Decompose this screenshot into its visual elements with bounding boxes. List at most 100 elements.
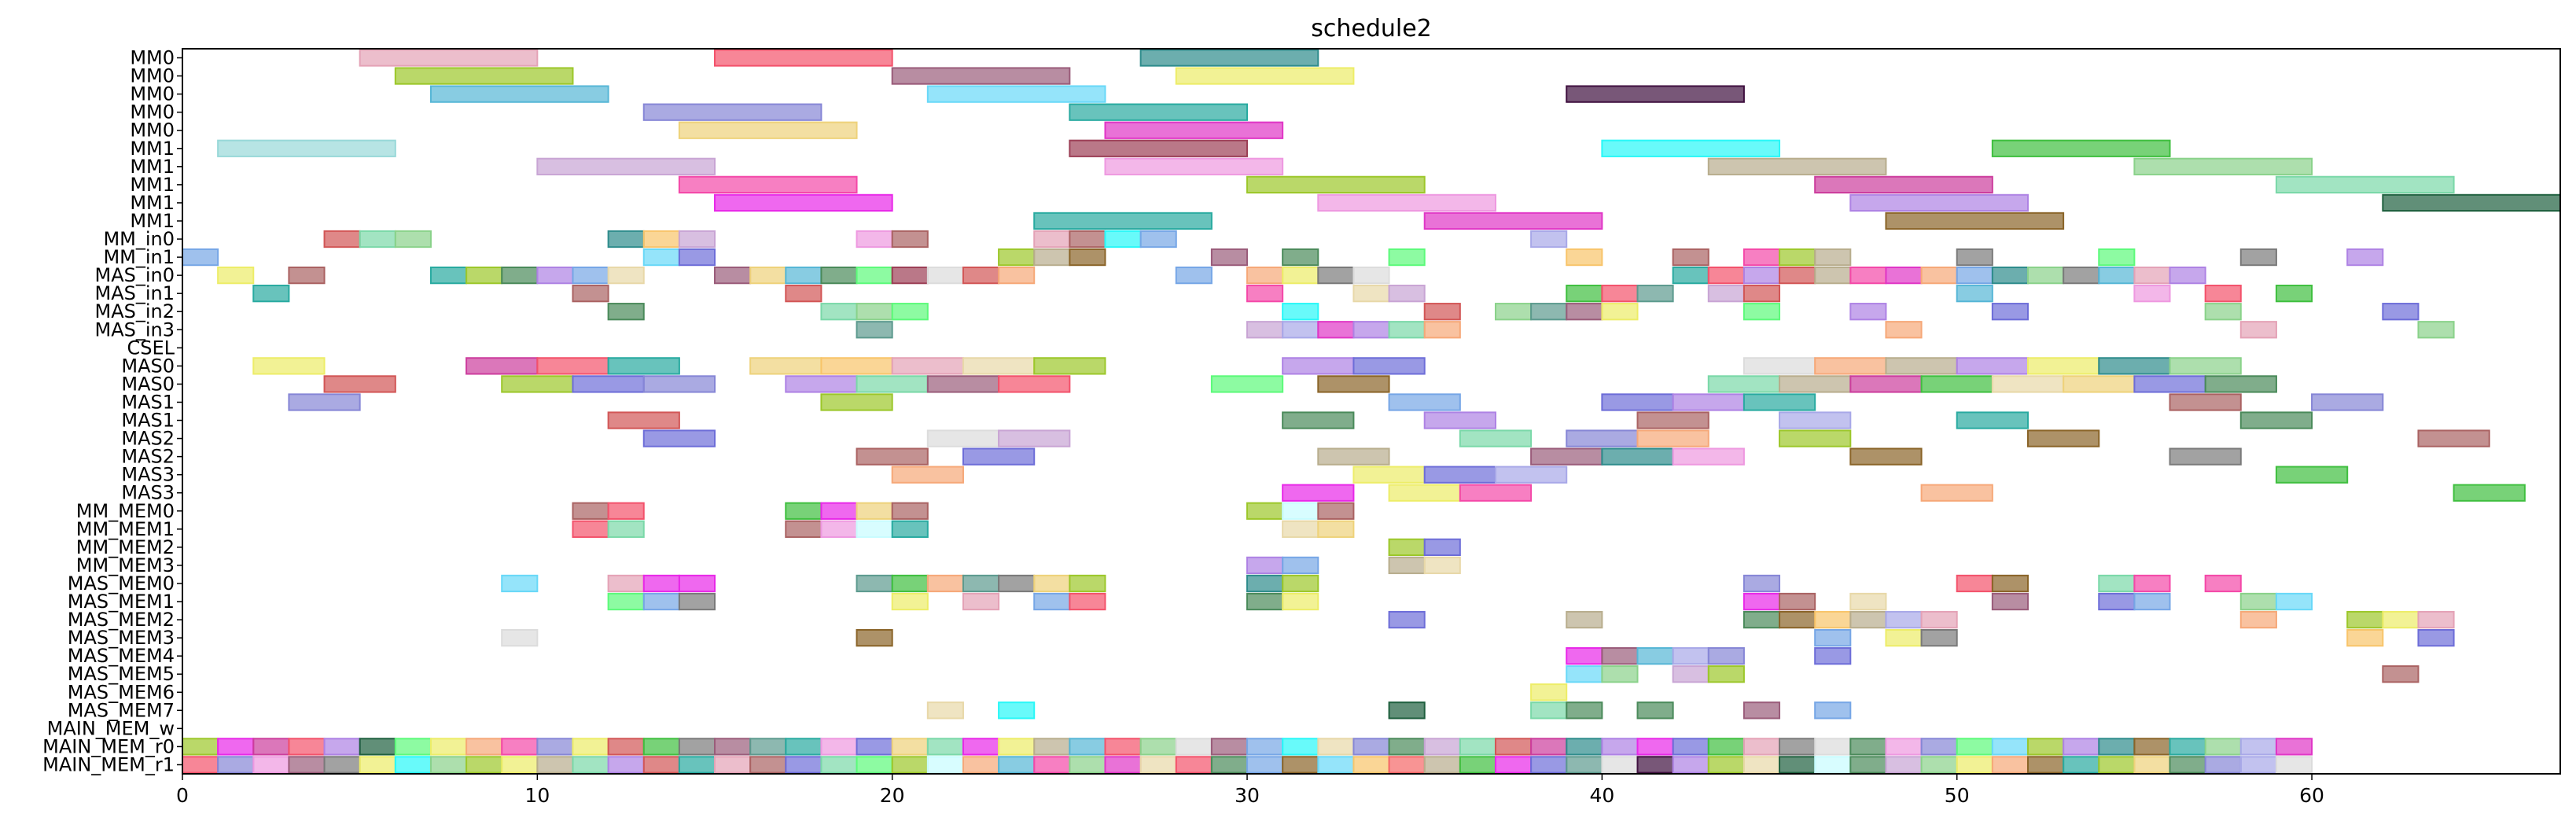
task-bar [429, 266, 468, 285]
task-bar [1707, 157, 1887, 175]
x-tick-label: 0 [176, 784, 189, 807]
task-bar [394, 756, 432, 774]
task-bar [785, 375, 858, 393]
task-bar [1210, 738, 1249, 756]
task-bar [820, 266, 858, 285]
task-bar [1566, 701, 1603, 720]
task-bar [2063, 756, 2100, 774]
task-bar [2346, 248, 2384, 267]
task-bar [1530, 683, 1568, 701]
task-bar [1636, 411, 1709, 429]
task-bar [2169, 738, 2206, 756]
task-bar [998, 266, 1036, 285]
task-bar [1920, 610, 1958, 629]
task-bar [1707, 738, 1745, 756]
task-bar [1566, 647, 1603, 665]
task-bar [642, 375, 716, 393]
task-bar [2417, 321, 2455, 339]
task-bar [394, 67, 574, 85]
task-bar [1317, 520, 1355, 538]
task-bar [1636, 738, 1674, 756]
task-bar [607, 502, 645, 520]
task-bar [1779, 411, 1852, 429]
task-bar [1566, 303, 1603, 321]
task-bar [1530, 230, 1568, 248]
task-bar [1601, 756, 1639, 774]
task-bar [785, 502, 822, 520]
task-bar [1742, 357, 1816, 375]
task-bar [1352, 466, 1426, 484]
task-bar [1282, 738, 1319, 756]
task-bar [1033, 212, 1213, 230]
task-bar [891, 67, 1071, 85]
task-bar [1672, 665, 1709, 683]
task-bar [856, 520, 893, 538]
task-bar [1672, 393, 1745, 411]
task-bar [2063, 738, 2100, 756]
task-bar [1139, 756, 1177, 774]
task-bar [359, 738, 396, 756]
task-bar [2382, 610, 2420, 629]
task-bar [2346, 610, 2384, 629]
task-bar [891, 357, 964, 375]
task-bar [2239, 610, 2277, 629]
task-bar [1423, 321, 1461, 339]
task-bar [1956, 357, 2029, 375]
x-tick-label: 10 [524, 784, 550, 807]
task-bar [1742, 574, 1781, 593]
task-bar [891, 574, 929, 593]
task-bar [252, 756, 290, 774]
task-bar [2204, 303, 2242, 321]
task-bar [1566, 248, 1603, 267]
task-bar [252, 285, 290, 303]
task-bar [1991, 592, 2029, 611]
task-bar [1566, 665, 1603, 683]
task-bar [1033, 574, 1071, 593]
task-bar [2169, 447, 2242, 466]
task-bar [1388, 248, 1426, 267]
task-bar [1672, 738, 1709, 756]
task-bar [1282, 556, 1319, 575]
task-bar [2239, 411, 2313, 429]
task-bar [642, 756, 680, 774]
task-bar [1566, 738, 1603, 756]
task-bar [856, 321, 893, 339]
y-tick-label: MAS3 [121, 464, 175, 486]
task-bar [891, 466, 964, 484]
task-bar [1956, 574, 1993, 593]
task-bar [1317, 266, 1355, 285]
task-bar [252, 738, 290, 756]
task-bar [288, 738, 326, 756]
task-bar [1707, 266, 1745, 285]
task-bar [926, 574, 964, 593]
task-bar [1282, 303, 1319, 321]
task-bar [1282, 520, 1319, 538]
task-bar [749, 357, 822, 375]
y-tick-label: MAS_in1 [94, 282, 175, 304]
y-tick-label: MAIN_MEM_w [47, 717, 175, 739]
task-bar [2133, 375, 2206, 393]
task-bar [1566, 429, 1639, 447]
y-tick-label: MAS_MEM1 [68, 591, 175, 613]
task-bar [1530, 303, 1568, 321]
task-bar [2346, 628, 2384, 647]
y-tick-label: MM0 [130, 47, 175, 69]
task-bar [1423, 756, 1461, 774]
y-tick-label: MAS1 [121, 410, 175, 432]
task-bar [1814, 701, 1852, 720]
task-bar [1885, 738, 1923, 756]
task-bar [1246, 321, 1284, 339]
task-bar [1246, 556, 1284, 575]
task-bar [1033, 248, 1071, 267]
y-tick-label: MM1 [130, 192, 175, 214]
task-bar [678, 175, 858, 194]
task-bar [2133, 592, 2171, 611]
task-bar [1814, 756, 1852, 774]
task-bar [572, 375, 645, 393]
task-bar [1282, 592, 1319, 611]
task-bar [1601, 665, 1639, 683]
task-bar [926, 85, 1106, 103]
task-bar [2098, 756, 2136, 774]
